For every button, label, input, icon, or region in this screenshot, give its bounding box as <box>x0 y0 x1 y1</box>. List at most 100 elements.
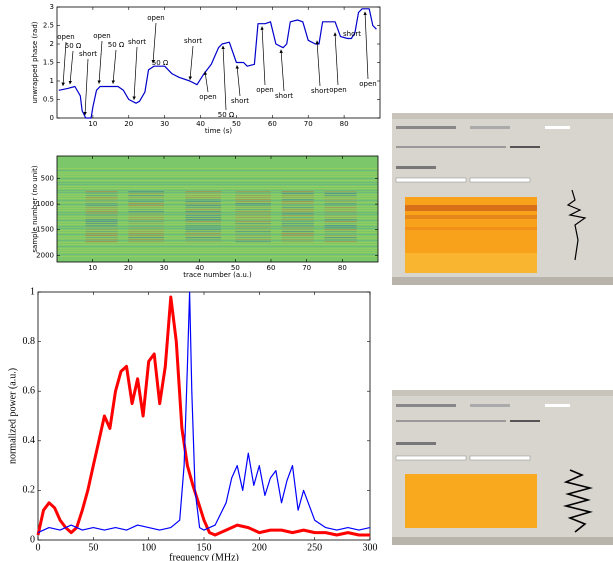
y-axis-label: normalized power (a.u.) <box>7 368 18 464</box>
heatmap-stripe <box>57 240 378 241</box>
heatmap-block <box>128 211 164 213</box>
heatmap-block <box>185 227 222 229</box>
x-tick-label: 80 <box>340 120 349 128</box>
heatmap-block <box>128 223 164 225</box>
heatmap-block <box>281 213 314 215</box>
heatmap-block <box>185 195 222 197</box>
heatmap-stripe <box>57 222 378 223</box>
heatmap-stripe <box>57 216 378 217</box>
y-tick-label: 0.6 <box>23 385 36 396</box>
heatmap-stripe <box>57 182 378 183</box>
heatmap-stripe <box>57 174 378 175</box>
annotation-arrow <box>279 49 285 92</box>
x-axis-label: trace number (a.u.) <box>183 271 252 279</box>
heatmap-stripe <box>57 172 378 173</box>
y-tick-label: 2.5 <box>43 22 54 30</box>
series-line <box>58 8 377 119</box>
heatmap-stripe <box>57 220 378 221</box>
x-tick-label: 20 <box>124 120 133 128</box>
heatmap-block <box>85 219 118 221</box>
heatmap-block <box>235 239 271 241</box>
y-tick-label: 2 <box>50 40 54 48</box>
heatmap-block <box>324 235 357 237</box>
x-tick-label: 40 <box>196 120 205 128</box>
heatmap-stripe <box>57 210 378 211</box>
heatmap-block <box>85 231 118 233</box>
heatmap-block <box>235 201 271 203</box>
heatmap-block <box>235 217 271 219</box>
heatmap-stripe <box>57 184 378 185</box>
annotation: short <box>128 38 146 46</box>
annotation-arrow <box>111 49 117 84</box>
heatmap-stripe <box>57 180 378 181</box>
heatmap-block <box>235 241 271 243</box>
annotation: short <box>311 87 329 95</box>
annotation-arrow <box>363 11 369 80</box>
y-tick-label: 0.8 <box>23 336 36 347</box>
x-tick-label: 20 <box>124 264 133 272</box>
y-tick-label: 2000 <box>36 251 54 259</box>
heatmap-block <box>128 227 164 229</box>
heatmap-block <box>235 199 271 201</box>
heatmap-block <box>185 231 222 233</box>
heatmap-block <box>281 239 314 241</box>
annotation-arrow <box>151 22 157 64</box>
annotation-arrow <box>203 71 209 93</box>
heatmap-block <box>324 199 357 201</box>
heatmap-block <box>281 219 314 221</box>
y-tick-label: 3 <box>50 3 54 11</box>
heatmap-block <box>85 211 118 213</box>
heatmap-block <box>85 195 118 197</box>
heatmap-block <box>128 235 164 237</box>
heatmap-block <box>185 201 222 203</box>
heatmap-block <box>85 217 118 219</box>
heatmap-block <box>128 217 164 219</box>
x-tick-label: 100 <box>141 542 156 553</box>
annotation-arrow <box>221 45 227 111</box>
heatmap-block <box>185 235 222 237</box>
screenshot-2 <box>392 390 613 545</box>
heatmap-block <box>235 205 271 207</box>
heatmap-stripe <box>57 186 378 187</box>
heatmap-block <box>235 219 271 221</box>
y-tick-label: 1.5 <box>43 59 54 67</box>
heatmap-block <box>324 233 357 235</box>
screenshot-1 <box>392 113 613 285</box>
heatmap-block <box>85 207 118 209</box>
annotation-arrow <box>68 50 74 85</box>
heatmap-block <box>281 237 314 239</box>
annotation-arrow <box>235 65 241 97</box>
x-tick-label: 50 <box>232 120 241 128</box>
heatmap-stripe <box>57 226 378 227</box>
heatmap-stripe <box>57 176 378 177</box>
heatmap-block <box>235 231 271 233</box>
heatmap-block <box>281 221 314 223</box>
heatmap-block <box>128 207 164 209</box>
heatmap-block <box>235 223 271 225</box>
heatmap-block <box>85 205 118 207</box>
heatmap-block <box>128 241 164 243</box>
heatmap-block <box>281 201 314 203</box>
heatmap-block <box>128 225 164 227</box>
heatmap-stripe <box>57 208 378 209</box>
annotation-arrow <box>83 58 89 116</box>
x-tick-label: 150 <box>197 542 212 553</box>
heatmap-block <box>185 205 222 207</box>
heatmap-block <box>281 211 314 213</box>
annotation: short <box>79 50 97 58</box>
heatmap-block <box>281 195 314 197</box>
heatmap-block <box>281 217 314 219</box>
heatmap-block <box>185 223 222 225</box>
heatmap-block <box>235 229 271 231</box>
heatmap-block <box>235 235 271 237</box>
heatmap-block <box>128 213 164 215</box>
heatmap-stripe <box>57 192 378 193</box>
heatmap-stripe <box>57 230 378 231</box>
annotation: short <box>275 92 293 100</box>
heatmap-stripe <box>57 206 378 207</box>
heatmap-block <box>324 205 357 207</box>
heatmap-block <box>324 193 357 195</box>
heatmap-block <box>281 225 314 227</box>
